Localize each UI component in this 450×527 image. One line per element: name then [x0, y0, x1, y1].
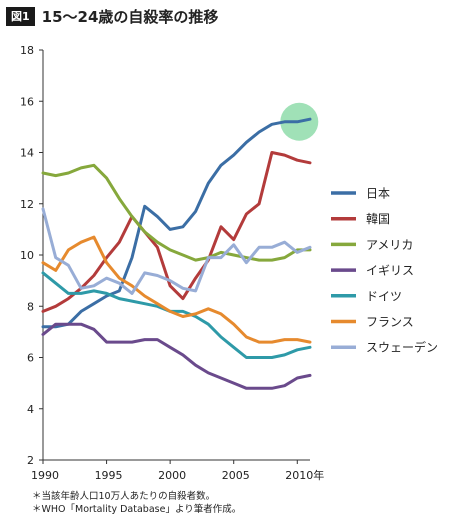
- x-tick-label: 1995: [95, 469, 123, 482]
- legend-label: ドイツ: [366, 289, 402, 303]
- y-tick-label: 16: [20, 95, 34, 108]
- footnote: ＊当該年齢人口10万人あたりの自殺者数。: [32, 491, 216, 502]
- series-line-2: [41, 163, 312, 262]
- x-tick-label: 2000: [158, 469, 186, 482]
- series-line-3: [41, 322, 312, 390]
- axes: 2 4 6 8 10 12 14 16 18 1990 1995 2000 2005 2010年: [20, 44, 324, 482]
- x-tick-label: 2005: [222, 469, 250, 482]
- y-tick-label: 14: [20, 147, 34, 160]
- legend-label: スウェーデン: [366, 340, 438, 355]
- legend-label: アメリカ: [366, 238, 413, 252]
- legend-label: 日本: [366, 187, 390, 201]
- x-tick-label: 2010年: [285, 468, 324, 482]
- footnote: ＊WHO「Mortality Database」より筆者作成。: [32, 504, 242, 515]
- footnotes: ＊当該年齢人口10万人あたりの自殺者数。 ＊WHO「Mortality Data…: [32, 490, 241, 516]
- y-tick-label: 12: [20, 198, 34, 211]
- figure-badge: 図1: [6, 6, 35, 26]
- chart-title: 15～24歳の自殺率の推移: [41, 7, 219, 26]
- y-tick-label: 10: [20, 249, 34, 262]
- legend-label: イギリス: [366, 264, 414, 278]
- series-line-1: [41, 151, 312, 313]
- x-tick-label: 1990: [31, 469, 59, 482]
- y-tick-label: 4: [27, 403, 34, 416]
- legend-label: フランス: [366, 315, 414, 329]
- y-tick-label: 8: [27, 300, 34, 313]
- y-tick-label: 6: [27, 352, 34, 365]
- y-tick-label: 18: [20, 44, 34, 57]
- chart-title-row: 図1 15～24歳の自殺率の推移: [6, 6, 218, 26]
- series-lines: [41, 117, 312, 390]
- series-line-5: [41, 235, 312, 344]
- legend-label: 韓国: [366, 212, 390, 226]
- series-line-6: [41, 207, 312, 295]
- series-line-0: [41, 117, 312, 329]
- y-tick-label: 2: [27, 454, 34, 467]
- series-line-4: [41, 271, 312, 359]
